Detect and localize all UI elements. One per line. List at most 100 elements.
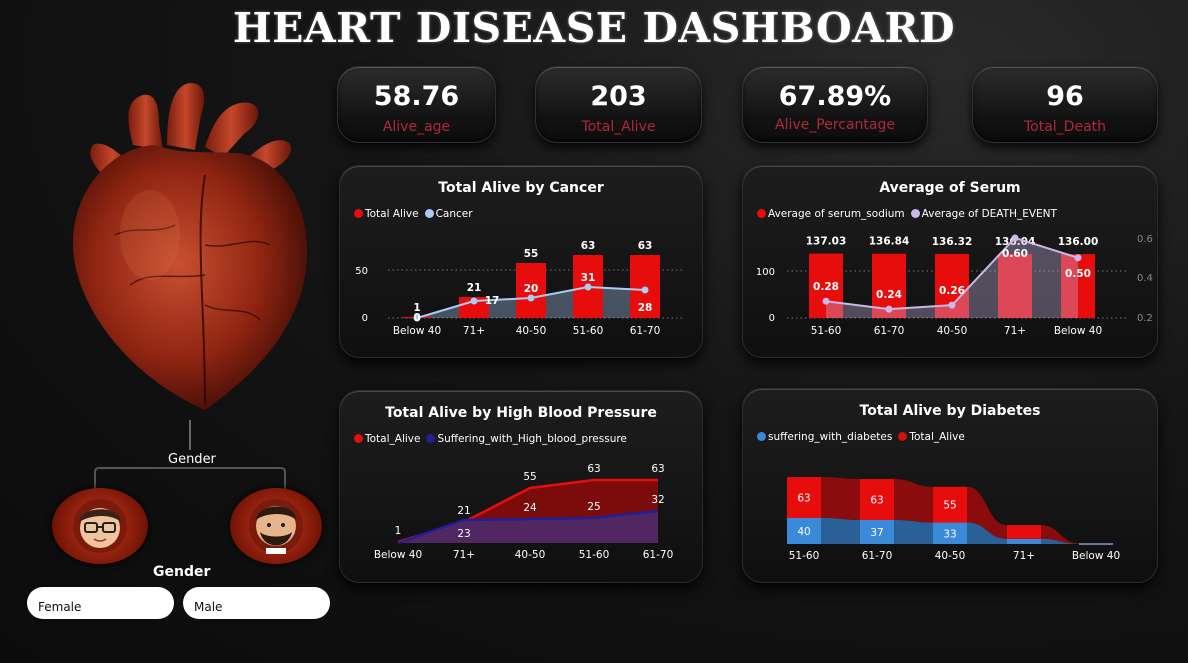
diabetes-chart-plot: 40 63 51-60 37 63 61-70 33 55 40-50 71+ Below 40 <box>787 477 1120 562</box>
data-label: 63 <box>797 493 810 505</box>
death-event-point <box>948 301 956 309</box>
total-alive-ribbon <box>1041 525 1079 544</box>
cancer-point <box>413 314 421 322</box>
data-label: 24 <box>523 502 537 514</box>
bar-diabetes <box>933 522 967 544</box>
bar-serum-sodium <box>998 254 1032 318</box>
diabetes-ribbon <box>967 522 1007 544</box>
legend-item[interactable]: suffering_with_diabetes <box>757 431 892 443</box>
serum-chart-plot: 100 0 0.2 0.4 0.6 137.03 51-60 136.84 61-70 136.3… <box>756 234 1153 337</box>
y2-tick-label: 0.2 <box>1137 313 1153 324</box>
x-tick-label: Below 40 <box>374 549 422 561</box>
data-label: 1 <box>413 302 420 314</box>
y2-tick-label: 0.4 <box>1137 273 1153 284</box>
y-tick-label: 0 <box>362 313 368 324</box>
data-label: 1 <box>395 525 402 537</box>
x-tick-label: 40-50 <box>516 325 547 337</box>
chart-legend: suffering_with_diabetes Total_Alive <box>757 431 965 443</box>
cancer-point <box>584 283 592 291</box>
female-avatar[interactable] <box>52 488 148 564</box>
x-tick-label: 51-60 <box>573 325 604 337</box>
legend-item[interactable]: Total_Alive <box>354 433 420 445</box>
death-event-area <box>826 238 1078 318</box>
x-tick-label: 71+ <box>463 325 485 337</box>
kpi-card-alive-percentage: 67.89% Alive_Percantage <box>742 66 928 143</box>
chart-title: Average of Serum <box>879 180 1021 196</box>
kpi-label: Total_Death <box>1023 119 1107 135</box>
total-alive-ribbon <box>821 477 860 520</box>
data-label: 136.00 <box>1058 236 1099 248</box>
data-label: 0.24 <box>876 289 902 301</box>
kpi-card-total-death: 96 Total_Death <box>972 66 1158 143</box>
x-tick-label: 40-50 <box>937 325 968 337</box>
legend-label: Average of serum_sodium <box>768 208 905 220</box>
data-label: 0.50 <box>1065 268 1091 280</box>
y-tick-label: 50 <box>355 266 368 277</box>
x-tick-label: 61-70 <box>874 325 905 337</box>
kpi-value: 203 <box>590 81 647 112</box>
gender-option-female[interactable]: Female <box>27 587 174 619</box>
legend-label: Total_Alive <box>909 431 965 443</box>
cancer-point <box>527 294 535 302</box>
data-label: 63 <box>651 463 664 475</box>
data-label: 37 <box>870 527 883 539</box>
legend-item[interactable]: Average of serum_sodium <box>757 208 905 220</box>
female-face-icon <box>73 499 127 553</box>
x-tick-label: 61-70 <box>630 325 661 337</box>
data-label: 0.26 <box>939 285 965 297</box>
data-label: 21 <box>467 282 482 294</box>
death-event-point <box>1011 234 1019 242</box>
x-tick-label: 51-60 <box>811 325 842 337</box>
death-event-point <box>1074 254 1082 262</box>
data-label: 28 <box>638 302 653 314</box>
bar-total-alive <box>933 486 967 523</box>
x-tick-label: Below 40 <box>1054 325 1102 337</box>
data-label: 32 <box>651 494 664 506</box>
data-label: 63 <box>581 240 596 252</box>
data-label: 20 <box>524 283 539 295</box>
gender-slicer-title: Gender <box>153 564 211 580</box>
dashboard-title: HEART DISEASE DASHBOARD <box>232 4 956 52</box>
bar-diabetes <box>860 519 894 544</box>
data-label: 63 <box>587 463 600 475</box>
legend-label: Total_Alive <box>365 433 421 445</box>
legend-item[interactable]: Total Alive <box>354 208 419 220</box>
legend-item[interactable]: Total_Alive <box>898 431 965 443</box>
data-label: 17 <box>485 295 500 307</box>
legend-item[interactable]: Suffering_with_High_blood_pressure <box>426 433 627 445</box>
x-tick-label: 51-60 <box>579 549 610 561</box>
data-label: 136.32 <box>932 236 973 248</box>
y2-tick-label: 0.6 <box>1137 234 1153 245</box>
male-face-icon <box>249 499 303 554</box>
kpi-label: Total_Alive <box>581 119 656 135</box>
data-label: 40 <box>797 526 810 538</box>
kpi-card-total-alive: 203 Total_Alive <box>535 66 702 143</box>
male-avatar[interactable] <box>230 488 322 564</box>
kpi-label: Alive_age <box>382 119 451 135</box>
kpi-value: 96 <box>1046 81 1084 112</box>
total-alive-ribbon <box>894 479 933 523</box>
cancer-point <box>641 286 649 294</box>
cancer-point <box>470 297 478 305</box>
total-alive-ribbon <box>967 486 1007 539</box>
chart-panel-diabetes: Total Alive by Diabetes suffering_with_d… <box>742 388 1158 583</box>
legend-item[interactable]: Average of DEATH_EVENT <box>910 208 1057 220</box>
chart-panel-serum: Average of Serum Average of serum_sodium… <box>742 165 1158 358</box>
data-label: 137.03 <box>806 236 847 248</box>
gender-hierarchy-label: Gender <box>168 452 216 467</box>
data-label: 55 <box>523 471 536 483</box>
data-label: 136.04 <box>995 236 1036 248</box>
y-tick-label: 0 <box>769 313 775 324</box>
x-tick-label: 61-70 <box>643 549 674 561</box>
bar-serum-sodium <box>1061 254 1095 318</box>
high-bp-line <box>397 509 659 545</box>
gender-option-male[interactable]: Male <box>183 587 330 619</box>
diabetes-ribbon <box>821 518 860 544</box>
legend-item[interactable]: Cancer <box>424 208 473 220</box>
data-label: 0.60 <box>1002 248 1028 260</box>
chart-legend: Total Alive Cancer <box>354 208 473 220</box>
x-tick-label: 71+ <box>453 549 475 561</box>
legend-label: Total Alive <box>365 208 419 220</box>
bar-total-alive <box>787 477 821 518</box>
